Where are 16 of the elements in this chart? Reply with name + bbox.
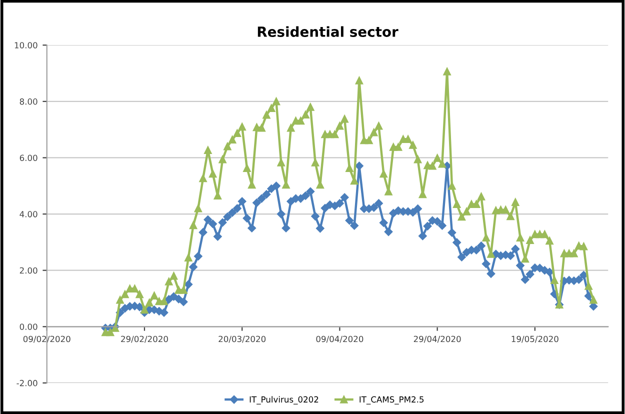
x-tick-label: 20/03/2020 (218, 336, 266, 343)
x-tick-label: 29/02/2020 (121, 336, 168, 343)
y-tick-label: 2.00 (20, 267, 38, 274)
x-tick-label: 09/02/2020 (23, 336, 70, 343)
y-tick-label: -2.00 (16, 380, 38, 386)
legend-label: IT_Pulvirus_0202 (250, 396, 318, 404)
y-tick-label: 6.00 (20, 154, 38, 162)
y-tick-label: 4.00 (20, 211, 38, 218)
y-tick-label: 0.00 (20, 324, 38, 330)
legend-label: IT_CAMS_PM2.5 (360, 396, 424, 404)
x-tick-label: 09/04/2020 (316, 336, 364, 343)
x-tick-label: 29/04/2020 (414, 336, 461, 343)
y-tick-label: 10.00 (14, 42, 38, 48)
chart-title: Residential sector (258, 26, 398, 37)
y-tick-label: 8.00 (20, 98, 38, 105)
x-tick-label: 19/05/2020 (512, 336, 558, 343)
